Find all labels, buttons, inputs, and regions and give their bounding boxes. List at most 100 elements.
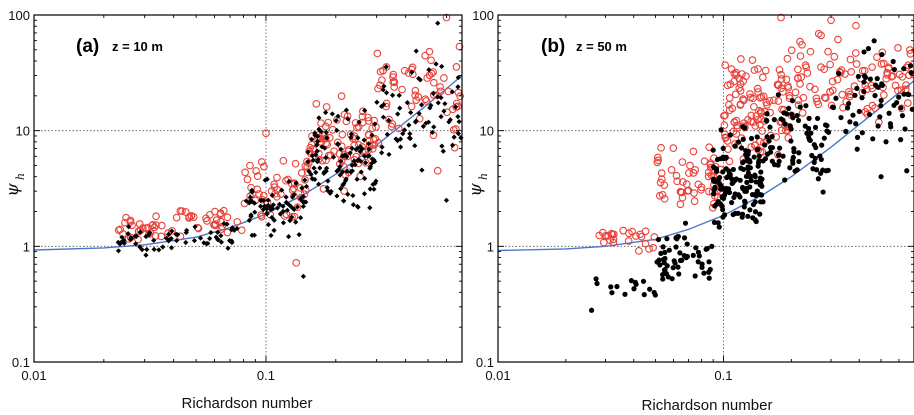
panel-b-point-open-circle [753,84,762,93]
panel-a-point-diamond [451,134,457,140]
panel-a-point-diamond [283,199,289,205]
panel-b-point-open-circle [757,93,766,101]
panel-b-point-open-circle [851,49,860,57]
panel-a-point-diamond [408,109,414,116]
panel-b-point-filled-circle [893,100,900,106]
panel-a-point-open-circle [364,117,373,125]
panel-b-point-filled-circle [742,198,748,205]
panel-a-point-diamond [330,154,337,160]
panel-b-point-filled-circle [819,142,825,148]
panel-a-point-open-circle [389,73,397,81]
panel-a-point-diamond [351,158,357,164]
panel-a-point-open-circle [382,63,391,71]
panel-a-point-diamond [369,132,375,138]
panel-a-point-diamond [302,177,308,183]
panel-a-point-diamond [350,202,356,208]
panel-a-point-diamond [321,170,327,176]
panel-a-point-open-circle [157,232,166,241]
panel-b-note: z = 50 m [576,39,627,54]
panel-b-point-open-circle [777,13,785,22]
panel-a-point-open-circle [172,213,181,222]
panel-b-point-filled-circle [891,66,898,73]
panel-a-point-diamond [252,209,258,215]
panel-a-point-open-circle [362,158,370,167]
panel-b-point-open-circle [751,122,760,130]
panel-a-point-open-circle [152,212,160,221]
panel-b-point-open-circle [658,190,667,199]
panel-b-point-open-circle [728,104,737,113]
panel-a-point-diamond [407,131,413,137]
panel-b-point-filled-circle [789,98,796,104]
panel-b-point-filled-circle [726,171,732,177]
panel-b-point-open-circle [894,86,902,95]
panel-a-ylabel: ψ h [3,173,27,197]
panel-b-point-filled-circle [821,135,827,141]
panel-b-point-filled-circle [833,95,839,101]
panel-a-point-open-circle [253,185,262,194]
panel-a-point-diamond [305,159,311,165]
panel-b-point-filled-circle [886,110,892,116]
panel-a-point-diamond [208,229,214,236]
panel-b-point-open-circle [787,46,796,55]
panel-a-point-diamond [367,186,373,192]
panel-a-point-diamond [247,194,253,200]
panel-a-point-diamond [203,241,209,247]
panel-b-point-open-circle [609,235,618,244]
panel-a-frame [33,14,463,363]
panel-b-point-filled-circle [747,173,753,179]
panel-b-point-filled-circle [756,153,762,159]
panel-a-point-open-circle [374,138,383,147]
panel-b-point-filled-circle [711,219,718,225]
panel-a-point-diamond [349,168,355,174]
panel-a-point-diamond [380,87,386,93]
panel-a-point-diamond [316,181,322,187]
panel-a-point-diamond [264,210,270,216]
panel-a-point-diamond [371,186,377,192]
panel-a-point-diamond [316,115,322,121]
panel-b-point-open-circle [747,143,756,151]
panel-b-point-open-circle [754,115,762,124]
panel-a-point-diamond [340,182,346,188]
panel-a-point-open-circle [262,129,270,138]
panel-b-point-open-circle [641,239,650,248]
panel-a-point-diamond [396,92,402,98]
panel-a-point-diamond [306,168,312,174]
panel-a-x-tick-label: 0.01 [21,368,46,383]
panel-a-point-diamond [285,201,291,207]
panel-a-point-open-circle [252,167,260,175]
panel-b-point-open-circle [798,40,806,49]
panel-a-point-diamond [447,117,453,123]
panel-b-point-open-circle [852,21,860,30]
panel-b-point-open-circle [785,91,794,100]
panel-a-point-open-circle [303,162,312,171]
panel-a-point-diamond [265,197,271,203]
panel-b-frame [497,14,914,363]
panel-b-point-filled-circle [665,274,671,280]
panel-a-point-open-circle [427,69,436,78]
panel-a-point-diamond [258,197,264,204]
panel-b-point-filled-circle [722,187,728,193]
panel-a-point-diamond [338,186,344,192]
panel-a-point-open-circle [317,119,325,128]
panel-a-point-open-circle [374,84,382,93]
panel-b-point-open-circle [635,247,643,255]
panel-a-point-open-circle [157,221,166,230]
panel-a-point-open-circle [358,112,367,121]
panel-a-point-open-circle [422,97,431,105]
panel-a-x-tick-label: 0.1 [257,368,275,383]
panel-a-point-diamond [300,203,306,210]
panel-b-point-open-circle [750,66,759,74]
panel-a-point-diamond [389,92,396,98]
panel-a-point-diamond [147,230,153,236]
panel-b-point-filled-circle [739,184,746,191]
panel-a-point-diamond [313,152,319,158]
panel-b-point-open-circle [817,63,825,71]
panel-b-point-open-circle [798,109,807,117]
panel-a-point-diamond [426,67,432,73]
panel-a-point-diamond [299,185,305,191]
panel-a-point-open-circle [452,103,460,111]
panel-a-point-open-circle [390,78,399,87]
panel-a-point-diamond [336,167,342,173]
panel-b-point-open-circle [746,90,754,98]
panel-a-point-diamond [401,127,408,133]
